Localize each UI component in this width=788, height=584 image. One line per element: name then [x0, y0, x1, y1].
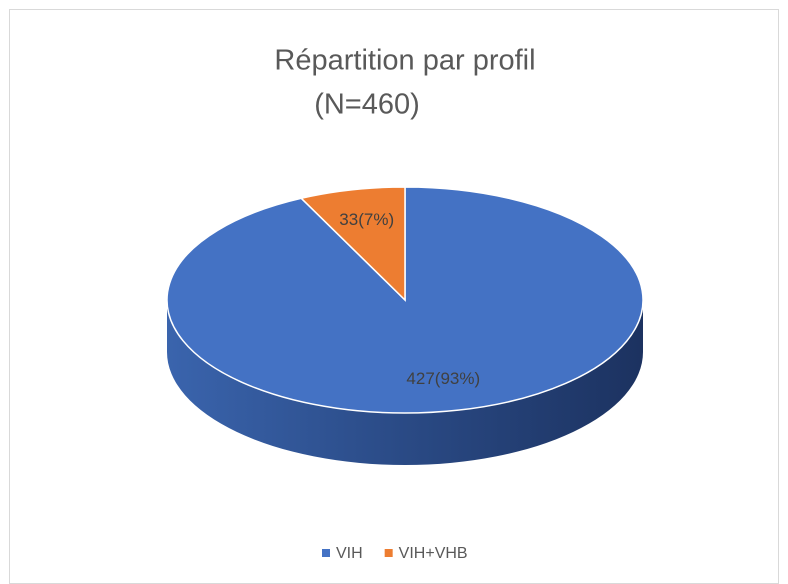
legend-swatch [384, 549, 393, 557]
data-label: 33(7%) [339, 210, 394, 229]
slice [299, 186, 406, 302]
legend-swatch [322, 549, 330, 557]
legend-label: VIH [336, 545, 363, 562]
chart-subtitle: (N=460) [314, 89, 420, 121]
chart-title: Répartition par profil [274, 45, 535, 77]
slice-side [167, 300, 643, 465]
legend-label: VIH+VHB [399, 545, 468, 562]
data-label: 427(93%) [406, 369, 480, 388]
